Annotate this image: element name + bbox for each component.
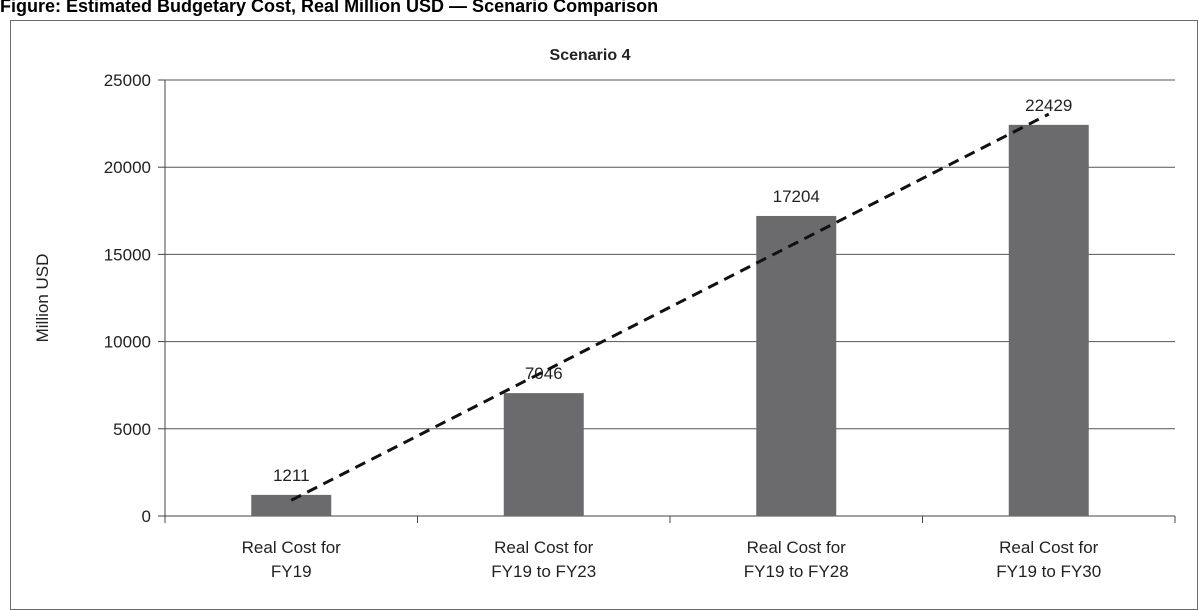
- data-labels: 1211 7046 17204 22429: [273, 96, 1072, 485]
- x-tick-label: FY19 to FY28: [744, 562, 849, 581]
- x-tick-label: FY19 to FY30: [996, 562, 1101, 581]
- chart-frame: [10, 20, 1198, 610]
- y-tick-label: 15000: [104, 245, 151, 264]
- gridlines: [165, 79, 1175, 430]
- x-tick-labels: Real Cost for FY19 Real Cost for FY19 to FY…: [242, 538, 1102, 581]
- y-tick-label: 25000: [104, 71, 151, 90]
- bar: [756, 215, 837, 517]
- x-tick-label: Real Cost for: [242, 538, 342, 557]
- bars: [251, 124, 1089, 517]
- bar: [251, 494, 332, 516]
- data-label: 17204: [773, 187, 820, 206]
- axes: [158, 79, 1176, 523]
- x-tick-label: FY19: [271, 562, 312, 581]
- chart-title: Scenario 4: [550, 47, 631, 64]
- x-tick-label: Real Cost for: [494, 538, 594, 557]
- bar: [1008, 124, 1089, 516]
- y-tick-label: 10000: [104, 333, 151, 352]
- data-label: 1211: [273, 466, 310, 485]
- y-tick-labels: 0 5000 10000 15000 20000 25000: [104, 71, 151, 526]
- y-tick-label: 5000: [113, 420, 151, 439]
- trendline: [290, 112, 1050, 502]
- y-tick-label: 0: [142, 507, 151, 526]
- y-axis-title: Million USD: [33, 254, 52, 343]
- x-tick-label: Real Cost for: [999, 538, 1099, 557]
- y-tick-label: 20000: [104, 158, 151, 177]
- data-label: 22429: [1025, 96, 1072, 115]
- x-tick-label: Real Cost for: [747, 538, 847, 557]
- figure-caption: Figure: Estimated Budgetary Cost, Real M…: [0, 0, 659, 16]
- x-tick-label: FY19 to FY23: [491, 562, 596, 581]
- bar: [503, 393, 584, 516]
- data-label: 7046: [525, 364, 563, 383]
- trendline-path: [290, 112, 1050, 502]
